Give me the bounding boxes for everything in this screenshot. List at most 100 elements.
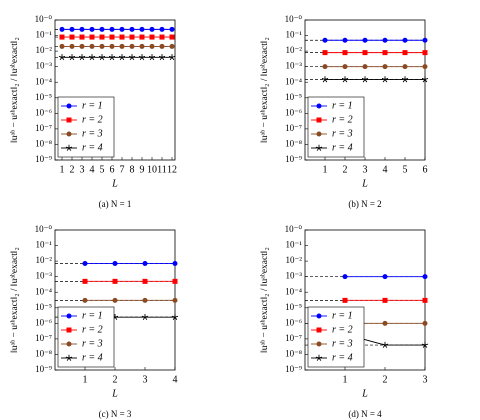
marker [362,50,368,56]
marker [98,54,106,61]
marker [401,76,409,83]
x-tick-label: 1 [323,164,328,175]
marker [422,297,428,303]
legend-marker [316,341,322,347]
marker [78,54,86,61]
legend-label: r = 2 [82,114,103,125]
legend-label: r = 2 [82,324,103,335]
legend-marker [316,313,322,319]
marker [322,64,328,70]
x-tick-label: 4 [383,164,388,175]
x-tick-label: 6 [110,164,115,175]
y-tick-label: 10⁻⁷ [285,333,302,343]
x-tick-label: 7 [120,164,125,175]
y-axis-label: ‖uᵃᵇ − uᵃᵇexact‖₂ / ‖uᵃᵇexact‖₂ [10,247,20,353]
x-tick-label: 3 [363,164,368,175]
y-tick-label: 10⁻⁴ [285,76,302,86]
y-tick-label: 10⁻⁵ [285,302,302,312]
x-tick-label: 3 [143,374,148,385]
x-tick-label: 4 [173,374,178,385]
plot-frame [54,19,176,161]
marker [342,50,348,56]
marker [169,34,175,40]
y-tick-label: 10⁻³ [36,61,53,71]
legend-marker [66,131,72,137]
marker [142,297,148,303]
legend-label: r = 1 [82,100,103,111]
marker [79,26,85,32]
y-tick-label: 10⁻⁹ [35,364,52,374]
marker [381,76,389,83]
legend-label: r = 1 [82,310,103,321]
marker [119,43,125,49]
marker [322,37,328,43]
marker [382,320,388,326]
x-tick-label: 5 [100,164,105,175]
legend-label: r = 4 [332,142,353,153]
marker [58,54,66,61]
marker [82,278,88,284]
marker [168,54,176,61]
marker [69,43,75,49]
x-tick-label: 2 [70,164,75,175]
x-tick-label: 9 [140,164,145,175]
marker [139,34,145,40]
marker [159,34,165,40]
marker [59,34,65,40]
y-tick-label: 10⁻⁴ [35,76,52,86]
legend-label: r = 3 [332,128,353,139]
legend-marker [315,354,323,361]
x-tick-label: 6 [423,164,428,175]
x-tick-label: 3 [80,164,85,175]
marker [69,34,75,40]
marker [149,26,155,32]
caption: (d) N = 4 [348,409,382,419]
marker [171,313,179,320]
x-tick-label: 2 [383,374,388,385]
marker [99,43,105,49]
x-tick-label: 2 [113,374,118,385]
x-axis-label: L [361,388,368,399]
y-tick-label: 10⁻¹ [286,240,303,250]
marker [109,34,115,40]
y-tick-label: 10⁻⁰ [35,224,53,234]
marker [129,26,135,32]
y-tick-label: 10⁻⁵ [35,302,52,312]
marker [112,261,118,267]
legend-marker [66,327,72,333]
marker [119,34,125,40]
marker [59,43,65,49]
legend-marker [66,313,72,319]
legend-marker [315,144,323,151]
marker [148,54,156,61]
marker [158,54,166,61]
legend-label: r = 4 [82,142,103,153]
x-tick-label: 10 [147,164,157,175]
legend-label: r = 3 [82,338,103,349]
marker [68,54,76,61]
y-tick-label: 10⁻⁶ [285,107,302,117]
marker [422,50,428,56]
x-tick-label: 4 [90,164,95,175]
y-tick-label: 10⁻⁰ [285,224,303,234]
legend-label: r = 4 [82,352,103,363]
marker [111,313,119,320]
marker [142,261,148,267]
y-tick-label: 10⁻⁴ [285,286,302,296]
marker [69,26,75,32]
caption: (b) N = 2 [348,199,381,209]
y-tick-label: 10⁻² [36,255,53,265]
marker [99,34,105,40]
marker [128,54,136,61]
marker [382,297,388,303]
marker [169,26,175,32]
y-tick-label: 10⁻¹ [36,30,53,40]
legend-marker [65,354,73,361]
marker [99,26,105,32]
marker [362,37,368,43]
marker [89,34,95,40]
x-axis-label: L [111,178,118,189]
marker [139,43,145,49]
marker [172,261,178,267]
